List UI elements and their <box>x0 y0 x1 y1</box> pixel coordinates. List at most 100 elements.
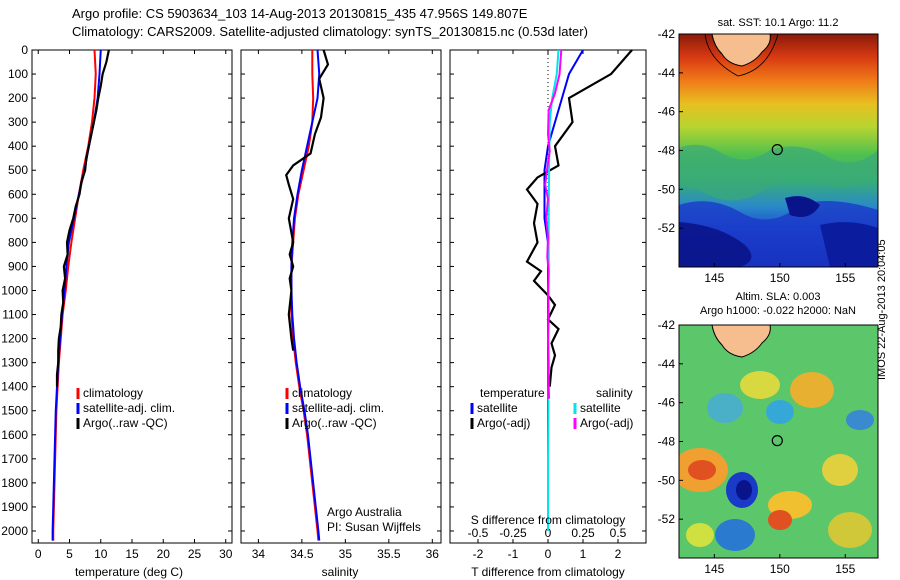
sla-map-panel: Altim. SLA: 0.003 Argo h1000: -0.022 h20… <box>658 291 879 576</box>
map-y-tick-label: -52 <box>658 221 676 235</box>
x-tick-label: 5 <box>66 547 73 561</box>
legend-label: satellite <box>477 401 518 415</box>
map-y-tick-label: -52 <box>658 512 676 526</box>
x-tick-label: 20 <box>157 547 171 561</box>
sst-map-panel: sat. SST: 10.1 Argo: 11.2 145 150 155 -42 -4… <box>658 17 879 285</box>
y-tick-label: 500 <box>8 163 28 177</box>
x-tick-label: 36 <box>426 547 440 561</box>
imos-watermark: IMOS 22-Aug-2013 20:04:05 <box>876 239 888 380</box>
salinity-annotation-institution: Argo Australia <box>327 505 402 519</box>
legend-label: satellite-adj. clim. <box>292 401 384 415</box>
s-tick-label: 0.5 <box>610 526 627 540</box>
x-tick-label: 35.5 <box>377 547 401 561</box>
legend-label: climatology <box>292 386 352 400</box>
y-tick-label: 800 <box>8 235 28 249</box>
y-tick-label: 400 <box>8 139 28 153</box>
y-tick-label: 1900 <box>1 500 28 514</box>
map-x-tick-label: 145 <box>704 562 724 576</box>
x-tick-label: 15 <box>125 547 139 561</box>
y-tick-label: 100 <box>8 67 28 81</box>
y-tick-label: 1000 <box>1 283 28 297</box>
x-tick-label: -2 <box>473 547 484 561</box>
y-tick-label: 1100 <box>2 308 28 322</box>
series-line <box>525 49 633 387</box>
x-tick-label: -1 <box>508 547 519 561</box>
map-y-tick-label: -50 <box>658 182 676 196</box>
figure-title-line2: Climatology: CARS2009. Satellite-adjuste… <box>72 24 588 39</box>
x-tick-label: 34 <box>252 547 266 561</box>
legend-label: climatology <box>83 386 143 400</box>
legend-label: Argo(-adj) <box>580 416 633 430</box>
x-tick-label: 10 <box>94 547 108 561</box>
map-y-tick-label: -50 <box>658 473 676 487</box>
salinity-plot-frame <box>240 49 442 544</box>
map-y-tick-label: -44 <box>658 66 676 80</box>
sst-map-title: sat. SST: 10.1 Argo: 11.2 <box>718 17 839 29</box>
y-tick-label: 700 <box>8 211 28 225</box>
map-x-tick-label: 155 <box>835 271 855 285</box>
x-tick-label: 30 <box>219 547 233 561</box>
legend-label: satellite-adj. clim. <box>83 401 175 415</box>
y-tick-label: 900 <box>8 259 28 273</box>
y-tick-label: 300 <box>8 115 28 129</box>
difference-xlabel-s: S difference from climatology <box>471 513 626 527</box>
x-tick-label: 0 <box>545 547 552 561</box>
legend-label: Argo(-adj) <box>477 416 530 430</box>
difference-panel: -2 -1 0 1 2 -0.5 -0.25 0 0.25 0.5 temperature salin… <box>449 49 647 561</box>
salinity-panel: 34 34.5 35 35.5 36 climatologysatellite-adj. … <box>240 49 442 561</box>
y-tick-label: 1200 <box>1 332 28 346</box>
map-y-tick-label: -48 <box>658 144 676 158</box>
legend-header: temperature <box>480 386 545 400</box>
map-y-tick-label: -44 <box>658 357 676 371</box>
sla-map-title: Altim. SLA: 0.003 <box>736 291 821 303</box>
x-tick-label: 34.5 <box>290 547 314 561</box>
y-tick-label: 2000 <box>1 524 28 538</box>
x-tick-label: 35 <box>339 547 353 561</box>
y-tick-label: 1300 <box>1 356 28 370</box>
s-tick-label: -0.25 <box>499 526 527 540</box>
series-line <box>290 49 321 541</box>
map-y-tick-label: -46 <box>658 396 676 410</box>
y-tick-label: 1800 <box>1 476 28 490</box>
series-line <box>544 49 563 399</box>
map-x-tick-label: 150 <box>770 562 790 576</box>
s-tick-label: 0.25 <box>571 526 595 540</box>
y-tick-label: 1400 <box>1 380 28 394</box>
map-y-tick-label: -42 <box>658 27 676 41</box>
x-tick-label: 2 <box>615 547 622 561</box>
argo-float-marker <box>771 144 783 156</box>
temperature-xlabel: temperature (deg C) <box>75 565 183 579</box>
y-tick-label: 0 <box>21 43 28 57</box>
legend-label: Argo(..raw -QC) <box>83 416 168 430</box>
map-y-tick-label: -42 <box>658 318 676 332</box>
s-tick-label: 0 <box>545 526 552 540</box>
salinity-annotation-pi: PI: Susan Wijffels <box>327 520 421 534</box>
argo-float-marker <box>771 435 783 447</box>
sla-map-subtitle: Argo h1000: -0.022 h2000: NaN <box>700 305 856 317</box>
x-tick-label: 1 <box>580 547 587 561</box>
legend-label: Argo(..raw -QC) <box>292 416 377 430</box>
temperature-panel: 0 5 10 15 20 25 300100200300400500600700800900… <box>1 43 232 561</box>
legend-label: satellite <box>580 401 621 415</box>
map-y-tick-label: -48 <box>658 435 676 449</box>
y-tick-label: 1500 <box>1 404 28 418</box>
y-tick-label: 1700 <box>1 452 28 466</box>
x-tick-label: 0 <box>35 547 42 561</box>
difference-xlabel-t: T difference from climatology <box>471 565 625 579</box>
x-tick-label: 25 <box>188 547 202 561</box>
series-line <box>55 49 110 387</box>
map-y-tick-label: -46 <box>658 105 676 119</box>
map-x-tick-label: 150 <box>770 271 790 285</box>
salinity-xlabel: salinity <box>322 565 359 579</box>
sst-land <box>711 34 771 67</box>
map-x-tick-label: 155 <box>835 562 855 576</box>
y-tick-label: 1600 <box>1 428 28 442</box>
series-line <box>285 49 330 351</box>
s-tick-label: -0.5 <box>468 526 489 540</box>
sla-land <box>711 325 771 358</box>
map-x-tick-label: 145 <box>704 271 724 285</box>
figure-title-line1: Argo profile: CS 5903634_103 14-Aug-2013… <box>72 6 528 21</box>
y-tick-label: 600 <box>8 187 28 201</box>
legend-header: salinity <box>596 386 633 400</box>
